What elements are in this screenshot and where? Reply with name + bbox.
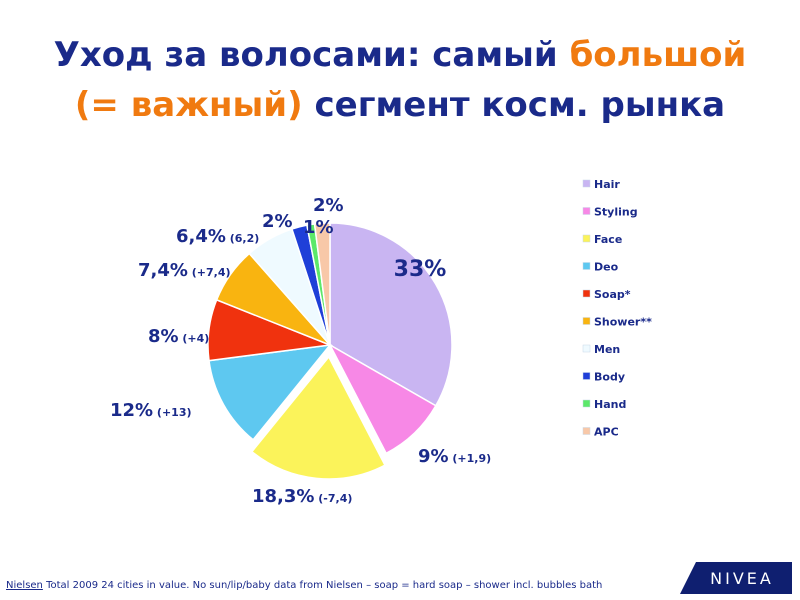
legend-label-shower: Shower** (594, 316, 652, 329)
title-line-2: (= важный) сегмент косм. рынка (0, 80, 800, 130)
title-text-1: Уход за волосами: самый (53, 35, 570, 75)
nivea-logo: NIVEA (680, 562, 792, 594)
legend-swatch-hair (582, 179, 591, 188)
legend-swatch-styling (582, 207, 591, 215)
footnote-text: Total 2009 24 cities in value. No sun/li… (42, 580, 603, 591)
title-line-1: Уход за волосами: самый большой (0, 30, 800, 80)
legend-swatch-soap (582, 289, 591, 298)
pie-slice-face (250, 355, 386, 480)
legend-item-deo: Deo (582, 261, 619, 274)
pie-slice-hair (329, 222, 453, 407)
legend-item-face: Face (582, 233, 622, 246)
pie-slice-apc (313, 222, 331, 346)
logo-background (680, 562, 792, 594)
legend-swatch-apc (582, 427, 591, 435)
legend-item-hand: Hand (582, 398, 626, 411)
legend-label-styling: Styling (594, 206, 638, 219)
title-highlight-2: (= важный) (74, 85, 303, 125)
legend-item-shower: Shower** (582, 316, 652, 329)
legend-item-men: Men (582, 343, 620, 356)
footnote: Nielsen Total 2009 24 cities in value. N… (6, 580, 602, 591)
legend-label-hair: Hair (594, 178, 620, 191)
pie-slices (207, 222, 453, 480)
legend-swatch-shower (582, 317, 591, 325)
pie-slice-deo (208, 344, 332, 441)
logo-text: NIVEA (710, 569, 774, 588)
data-label-shower: 7,4% (+7,4) (138, 260, 231, 281)
pie-labels: 33% 9% (+1,9) 18,3% (-7,4) 12% (+13) 8% (+4)… (110, 195, 491, 507)
data-label-face: 18,3% (-7,4) (252, 486, 352, 507)
title-text-2: сегмент косм. рынка (302, 85, 726, 125)
legend-label-apc: APC (594, 426, 619, 439)
legend-swatch-face (582, 234, 591, 243)
legend-label-face: Face (594, 233, 622, 246)
data-label-men: 6,4% (6,2) (176, 226, 259, 247)
legend-item-body: Body (582, 371, 625, 384)
data-label-hair: 33% (394, 257, 447, 282)
legend-label-men: Men (594, 343, 620, 356)
legend-swatch-deo (582, 262, 591, 270)
legend-swatch-men (582, 344, 591, 353)
data-label-body: 2% (262, 211, 293, 232)
legend-swatch-hand (582, 399, 591, 408)
legend-item-styling: Styling (582, 206, 638, 219)
legend-label-soap: Soap* (594, 288, 631, 301)
data-label-deo: 12% (+13) (110, 400, 192, 421)
chart-legend: Hair Styling Face Deo Soap* Shower** Men Body Ha… (582, 178, 652, 439)
data-label-styling: 9% (+1,9) (418, 446, 491, 467)
slide-title: Уход за волосами: самый большой (= важны… (0, 30, 800, 130)
legend-label-deo: Deo (594, 261, 619, 274)
legend-swatch-body (582, 372, 591, 380)
footnote-source: Nielsen (6, 580, 43, 591)
legend-label-body: Body (594, 371, 625, 384)
legend-label-hand: Hand (594, 398, 626, 411)
title-highlight-1: большой (569, 35, 747, 75)
legend-item-hair: Hair (582, 178, 620, 191)
legend-item-soap: Soap* (582, 288, 631, 301)
data-label-soap: 8% (+4) (148, 326, 209, 347)
data-label-apc: 2% (313, 195, 344, 216)
legend-item-apc: APC (582, 426, 619, 439)
data-label-hand: 1% (303, 217, 334, 238)
pie-slice-styling (328, 343, 437, 455)
